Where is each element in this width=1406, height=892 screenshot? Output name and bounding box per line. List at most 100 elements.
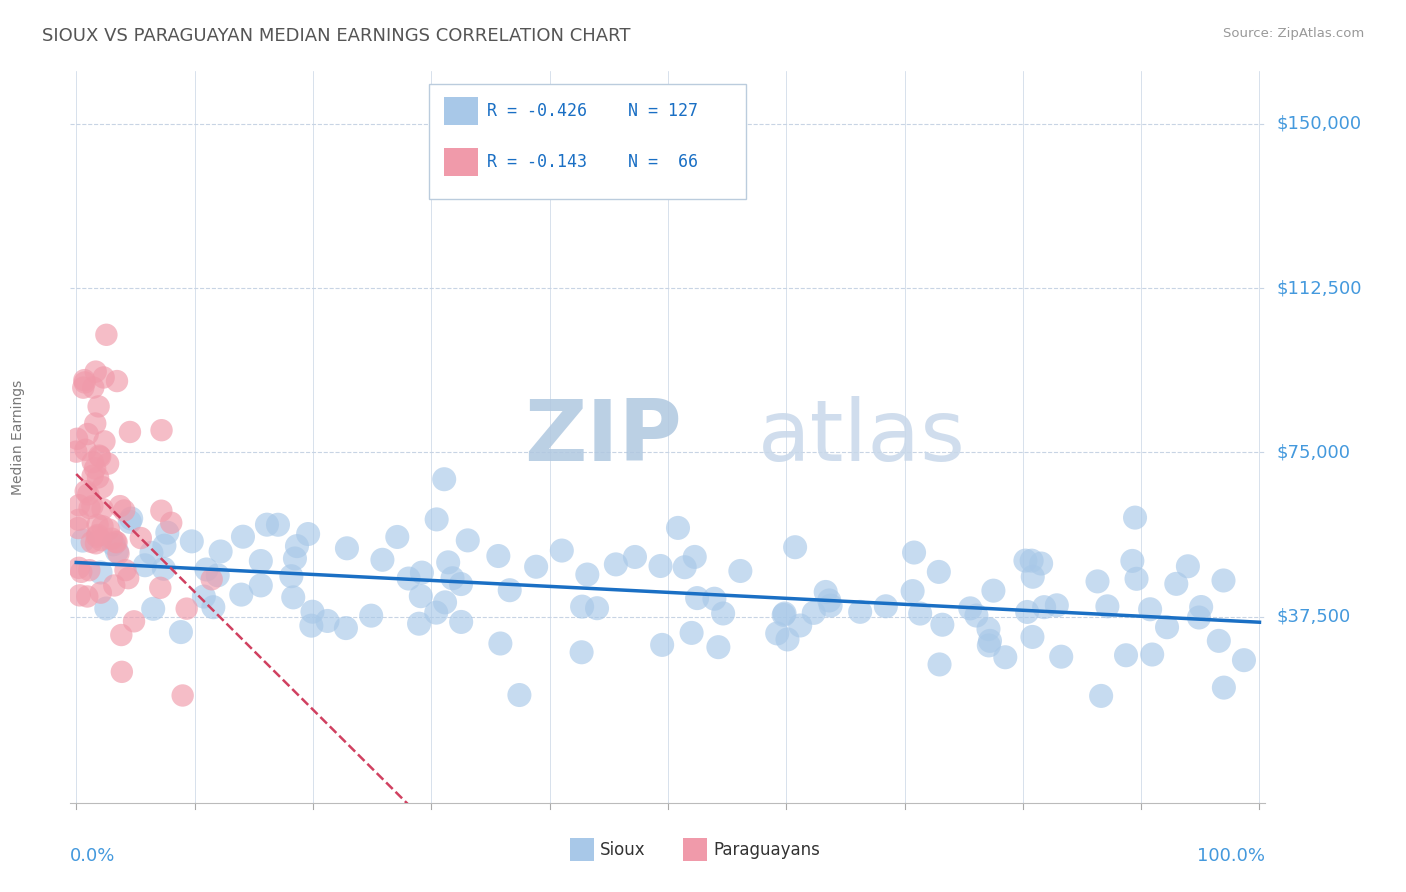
Text: $75,000: $75,000	[1277, 443, 1351, 461]
Point	[112, 503, 135, 517]
Point	[72, 533, 94, 548]
Point	[86, 528, 108, 542]
Point	[79, 563, 101, 577]
Point	[371, 553, 394, 567]
Point	[1208, 633, 1230, 648]
Point	[336, 541, 359, 556]
Point	[267, 517, 290, 532]
Point	[408, 616, 430, 631]
Point	[441, 571, 464, 585]
Point	[1212, 574, 1234, 588]
Point	[84, 417, 107, 431]
Bar	[569, 838, 593, 862]
Point	[586, 601, 609, 615]
Point	[134, 558, 156, 573]
Bar	[444, 97, 478, 125]
Point	[84, 536, 107, 550]
Point	[803, 606, 825, 620]
Point	[1021, 554, 1043, 568]
Point	[1014, 553, 1036, 567]
Point	[683, 549, 706, 564]
Point	[730, 564, 752, 578]
Point	[681, 626, 703, 640]
Point	[426, 512, 449, 526]
Point	[335, 621, 357, 635]
Point	[87, 470, 110, 484]
Point	[180, 534, 202, 549]
Point	[524, 559, 547, 574]
Point	[103, 578, 125, 592]
Point	[1123, 510, 1146, 524]
Point	[256, 517, 278, 532]
Point	[1029, 557, 1052, 571]
Point	[908, 607, 931, 621]
Point	[201, 572, 224, 586]
Point	[875, 599, 897, 614]
Text: R = -0.426: R = -0.426	[488, 102, 588, 120]
Point	[249, 578, 271, 592]
Point	[1121, 554, 1143, 568]
Point	[707, 640, 730, 655]
Point	[87, 400, 110, 414]
Point	[1022, 570, 1045, 584]
Point	[149, 581, 172, 595]
Point	[285, 539, 308, 553]
Point	[1046, 599, 1069, 613]
Text: N = 127: N = 127	[628, 102, 699, 120]
Point	[73, 373, 96, 387]
Point	[814, 585, 837, 599]
Point	[250, 554, 273, 568]
Point	[1156, 620, 1178, 634]
Point	[97, 457, 120, 471]
Point	[1188, 610, 1211, 624]
Point	[1166, 577, 1188, 591]
Point	[772, 607, 794, 622]
Point	[605, 558, 627, 572]
Point	[411, 566, 433, 580]
Point	[1090, 689, 1112, 703]
Point	[1189, 600, 1212, 615]
Point	[209, 544, 232, 558]
Text: 0.0%: 0.0%	[70, 847, 115, 865]
Text: R = -0.143: R = -0.143	[488, 153, 588, 171]
Point	[120, 511, 142, 525]
Point	[97, 523, 120, 537]
Point	[785, 540, 807, 554]
Point	[901, 584, 924, 599]
Text: N =  66: N = 66	[628, 153, 699, 171]
Point	[104, 534, 127, 549]
Point	[156, 525, 179, 540]
Point	[1050, 649, 1073, 664]
Text: $150,000: $150,000	[1277, 115, 1361, 133]
Point	[82, 455, 104, 469]
Text: Median Earnings: Median Earnings	[10, 379, 24, 495]
Point	[176, 601, 198, 615]
Point	[1017, 605, 1039, 619]
Text: SIOUX VS PARAGUAYAN MEDIAN EARNINGS CORRELATION CHART: SIOUX VS PARAGUAYAN MEDIAN EARNINGS CORR…	[42, 27, 631, 45]
Point	[150, 504, 173, 518]
Point	[101, 532, 124, 546]
Point	[172, 689, 194, 703]
Point	[110, 628, 132, 642]
Point	[931, 617, 953, 632]
Point	[93, 370, 115, 384]
Point	[489, 636, 512, 650]
Point	[73, 376, 96, 390]
Point	[84, 365, 107, 379]
Point	[1097, 599, 1119, 614]
Point	[433, 472, 456, 486]
Point	[977, 639, 1000, 653]
Point	[160, 516, 183, 530]
Point	[89, 449, 111, 463]
Point	[450, 577, 472, 591]
Point	[231, 588, 253, 602]
Point	[820, 599, 842, 613]
Point	[1125, 572, 1147, 586]
Point	[651, 638, 673, 652]
Point	[818, 593, 841, 607]
Point	[450, 615, 472, 629]
Point	[105, 535, 128, 549]
Point	[117, 571, 139, 585]
Point	[624, 549, 647, 564]
Point	[409, 589, 432, 603]
